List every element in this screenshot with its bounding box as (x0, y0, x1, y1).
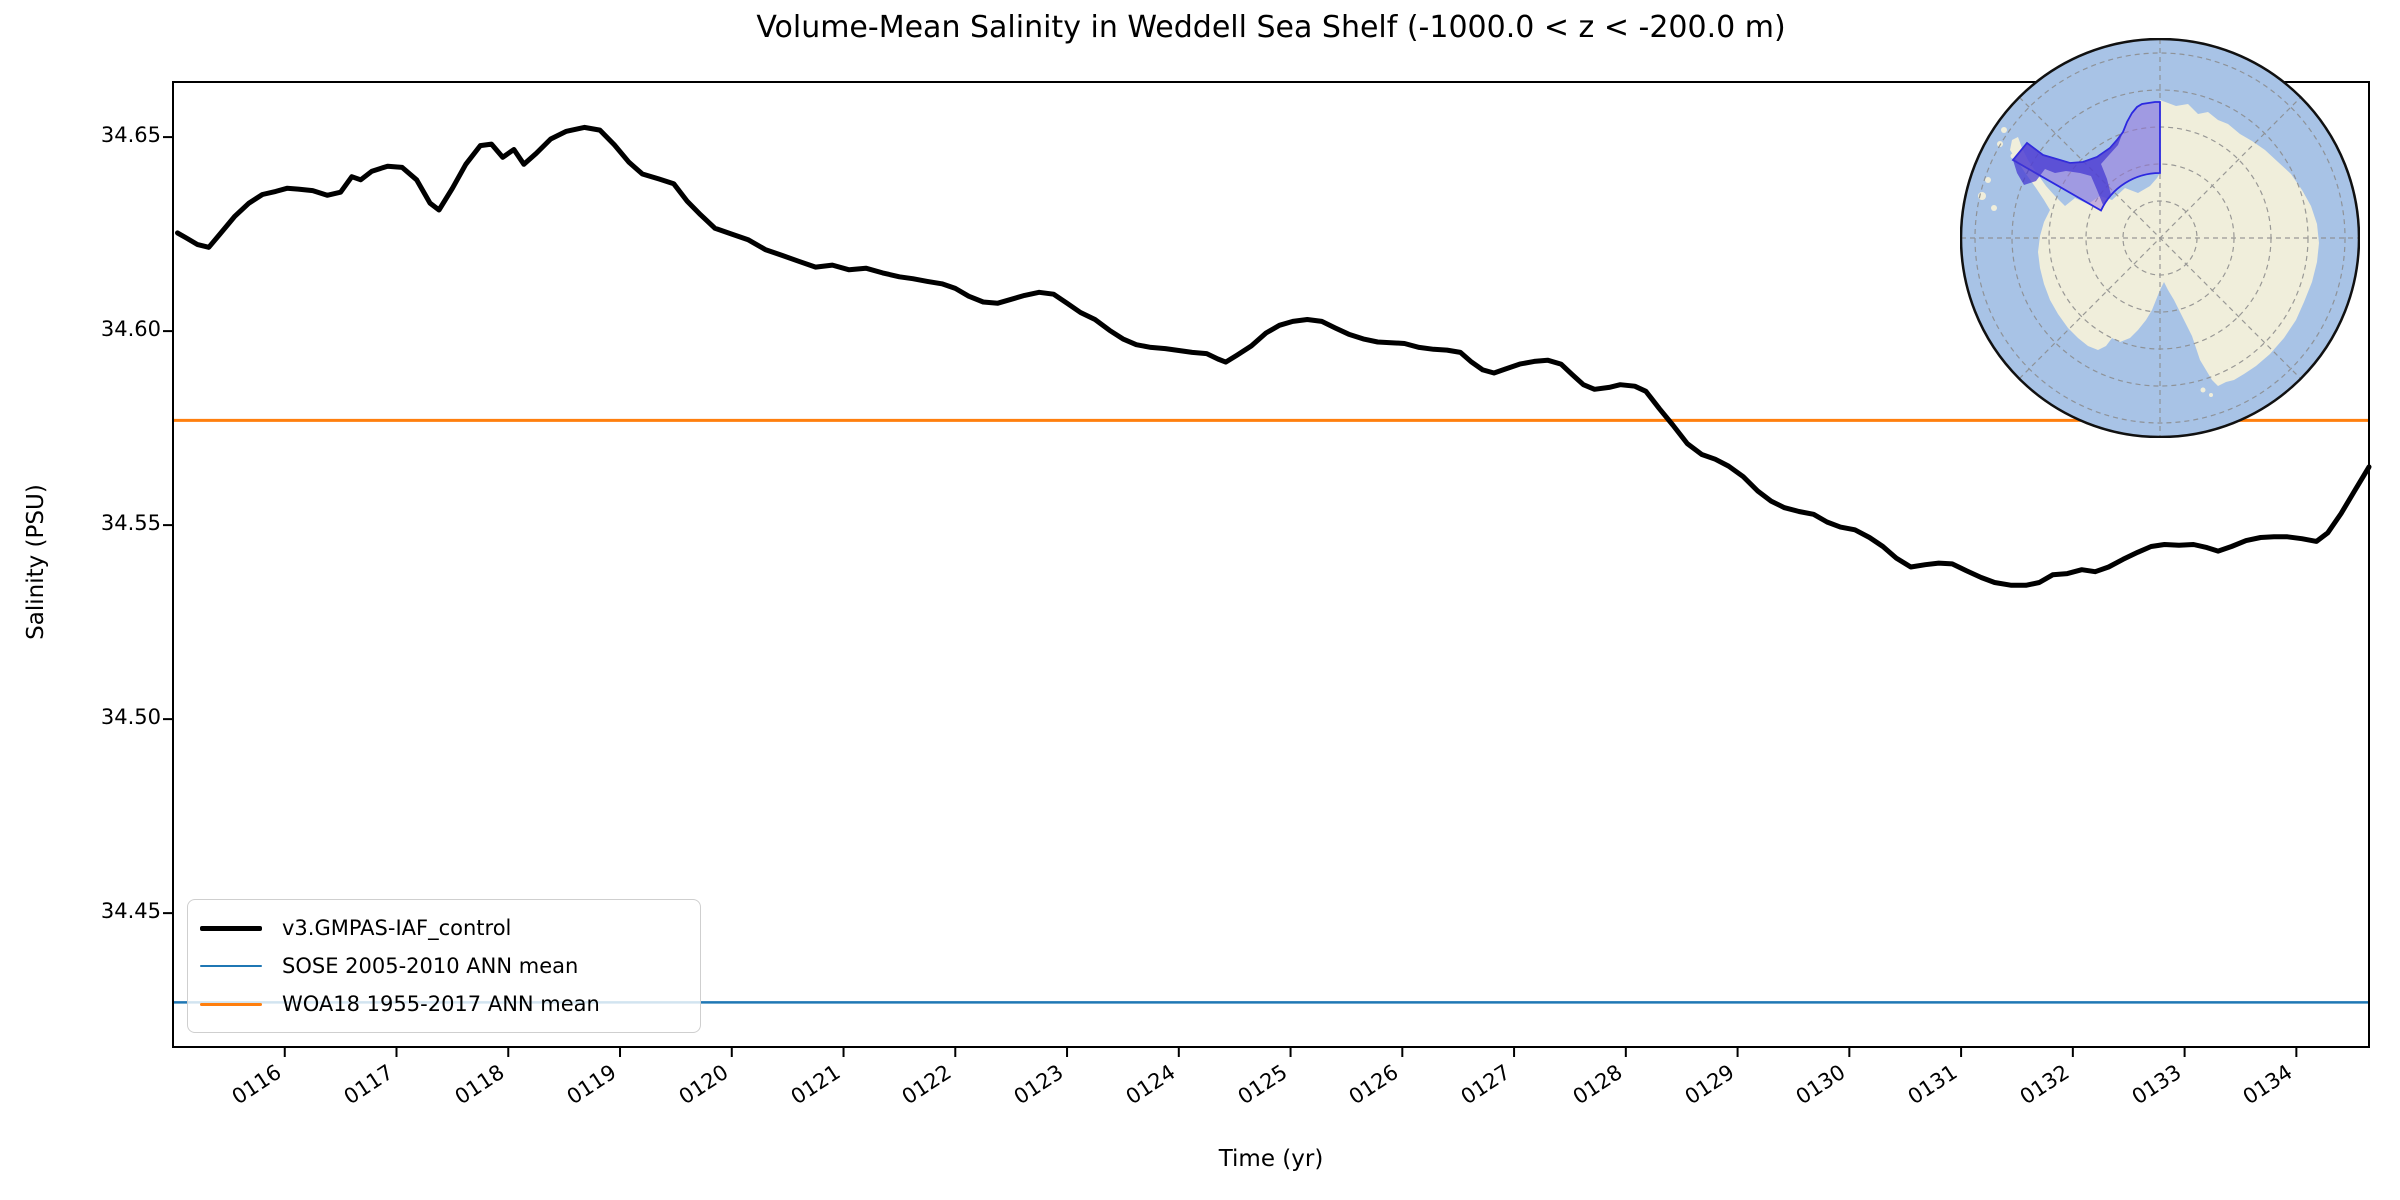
y-tick-label: 34.55 (100, 511, 161, 536)
y-tick-label: 34.65 (100, 123, 161, 148)
legend-label: v3.GMPAS-IAF_control (282, 916, 512, 940)
y-tick-label: 34.45 (100, 899, 161, 924)
antarctica-landmass (1978, 100, 2319, 397)
inset-border (1960, 38, 2360, 438)
weddell-deep-shelf-band (2013, 132, 2123, 205)
series-line-0 (175, 124, 2372, 588)
legend-label: SOSE 2005-2010 ANN mean (282, 954, 579, 978)
axes-spines (172, 81, 2370, 1048)
y-tick-label: 34.60 (100, 317, 161, 342)
y-axis-label: Salinity (PSU) (23, 484, 49, 640)
legend: v3.GMPAS-IAF_control SOSE 2005-2010 ANN … (187, 899, 701, 1033)
y-tick-label: 34.50 (100, 705, 161, 730)
control-line-sample (200, 925, 262, 931)
plot-title: Volume-Mean Salinity in Weddell Sea Shel… (756, 10, 1786, 45)
legend-entry-control: v3.GMPAS-IAF_control (196, 916, 692, 940)
sose-line-sample (200, 964, 262, 968)
antarctica-inset-map (1960, 38, 2360, 438)
x-axis-label: Time (yr) (1218, 1146, 1324, 1172)
graticule (1961, 39, 2359, 437)
legend-label: WOA18 1955-2017 ANN mean (282, 992, 600, 1016)
legend-entry-sose: SOSE 2005-2010 ANN mean (196, 954, 692, 978)
legend-entry-woa18: WOA18 1955-2017 ANN mean (196, 992, 692, 1016)
woa18-line-sample (200, 1002, 262, 1006)
